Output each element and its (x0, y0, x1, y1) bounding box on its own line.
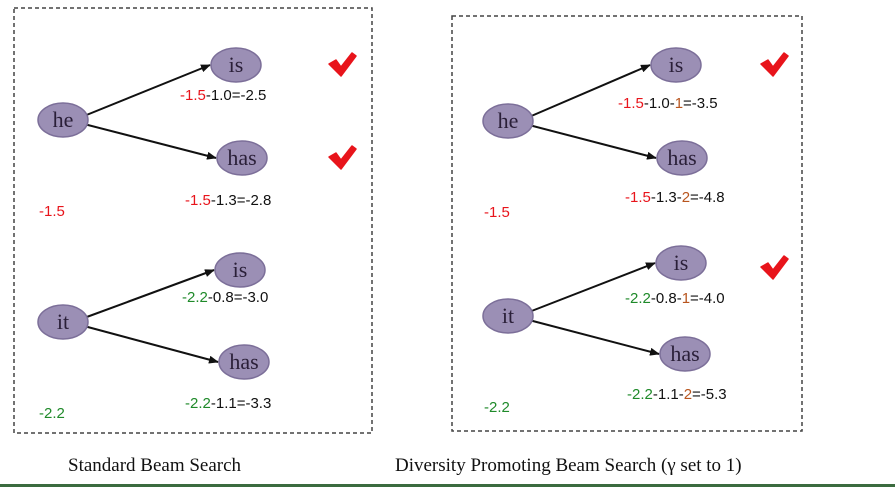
selected-checkmark-icon (328, 145, 357, 170)
score-term: -1.5 (625, 189, 651, 206)
beam-group-he: he-1.5is-1.5-1.0-1=-3.5has-1.5-1.3-2=-4.… (482, 47, 789, 221)
node-label: has (229, 349, 258, 374)
child-score-it-is: -2.2-0.8=-3.0 (182, 289, 268, 306)
score-term: -2.2 (185, 395, 211, 412)
score-term: -2.2 (625, 290, 651, 307)
root-score-it: -2.2 (484, 399, 510, 416)
dashed-panel-border (13, 7, 373, 434)
score-term: -1.5 (618, 95, 644, 112)
node-label: is (229, 52, 244, 77)
arrow-it-to-is (83, 269, 215, 319)
child-score-it-has: -2.2-1.1-2=-5.3 (627, 386, 727, 403)
score-term: -1.5 (484, 204, 510, 221)
child-node-it-has: has (218, 344, 270, 380)
score-term: -1.3=-2.8 (211, 192, 271, 209)
child-node-it-is: is (655, 245, 707, 281)
bottom-rule (0, 484, 895, 487)
score-term: -1.0=-2.5 (206, 87, 266, 104)
node-label: is (669, 52, 684, 77)
diversity-beam-search-panel: he-1.5is-1.5-1.0-1=-3.5has-1.5-1.3-2=-4.… (451, 15, 803, 432)
score-term: -2.2 (484, 399, 510, 416)
child-node-it-is: is (214, 252, 266, 288)
child-score-it-is: -2.2-0.8-1=-4.0 (625, 290, 725, 307)
child-node-it-has: has (659, 336, 711, 372)
root-node-he: he (37, 102, 89, 138)
caption-standard-beam-search: Standard Beam Search (68, 455, 242, 476)
arrow-it-to-has (83, 325, 219, 364)
child-score-he-has: -1.5-1.3-2=-4.8 (625, 189, 725, 206)
selected-checkmark-icon (760, 255, 789, 280)
score-term: -0.8=-3.0 (208, 289, 268, 306)
arrow-it-to-is (528, 262, 656, 313)
selected-checkmark-icon (328, 52, 357, 77)
child-score-he-is: -1.5-1.0=-2.5 (180, 87, 266, 104)
score-term: 1 (675, 95, 683, 112)
score-term: -2.2 (627, 386, 653, 403)
root-node-it: it (482, 298, 534, 334)
score-term: -0.8- (651, 290, 682, 307)
child-node-he-is: is (210, 47, 262, 83)
child-node-he-has: has (656, 140, 708, 176)
root-node-it: it (37, 304, 89, 340)
score-term: -1.1=-3.3 (211, 395, 271, 412)
score-term: -1.0- (644, 95, 675, 112)
child-score-it-has: -2.2-1.1=-3.3 (185, 395, 271, 412)
score-term: -1.5 (185, 192, 211, 209)
node-label: is (233, 257, 248, 282)
arrow-it-to-has (528, 319, 660, 356)
score-term: -2.2 (39, 405, 65, 422)
score-term: -1.5 (39, 203, 65, 220)
arrow-he-to-is (83, 64, 211, 117)
node-label: he (498, 108, 519, 133)
score-term: -2.2 (182, 289, 208, 306)
score-term: =-5.3 (692, 386, 727, 403)
dashed-panel-border (451, 15, 803, 432)
root-score-he: -1.5 (484, 204, 510, 221)
score-term: 2 (682, 189, 690, 206)
score-term: -1.3- (651, 189, 682, 206)
node-label: has (227, 145, 256, 170)
standard-beam-search-panel: he-1.5is-1.5-1.0=-2.5has-1.5-1.3=-2.8it-… (13, 7, 373, 434)
score-term: 1 (682, 290, 690, 307)
arrow-he-to-has (83, 123, 217, 160)
node-label: he (53, 107, 74, 132)
child-node-he-is: is (650, 47, 702, 83)
beam-group-it: it-2.2is-2.2-0.8-1=-4.0has-2.2-1.1-2=-5.… (482, 245, 789, 416)
score-term: -1.1- (653, 386, 684, 403)
score-term: -1.5 (180, 87, 206, 104)
child-score-he-is: -1.5-1.0-1=-3.5 (618, 95, 718, 112)
caption-diversity-beam-search: Diversity Promoting Beam Search (γ set t… (395, 455, 742, 476)
node-label: it (57, 309, 69, 334)
node-label: it (502, 303, 514, 328)
score-term: =-4.8 (690, 189, 725, 206)
child-score-he-has: -1.5-1.3=-2.8 (185, 192, 271, 209)
selected-checkmark-icon (760, 52, 789, 77)
root-node-he: he (482, 103, 534, 139)
root-score-he: -1.5 (39, 203, 65, 220)
score-term: =-4.0 (690, 290, 725, 307)
child-node-he-has: has (216, 140, 268, 176)
arrow-he-to-is (528, 64, 651, 118)
score-term: 2 (684, 386, 692, 403)
score-term: =-3.5 (683, 95, 718, 112)
node-label: has (670, 341, 699, 366)
node-label: has (667, 145, 696, 170)
node-label: is (674, 250, 689, 275)
root-score-it: -2.2 (39, 405, 65, 422)
arrow-he-to-has (528, 124, 657, 160)
